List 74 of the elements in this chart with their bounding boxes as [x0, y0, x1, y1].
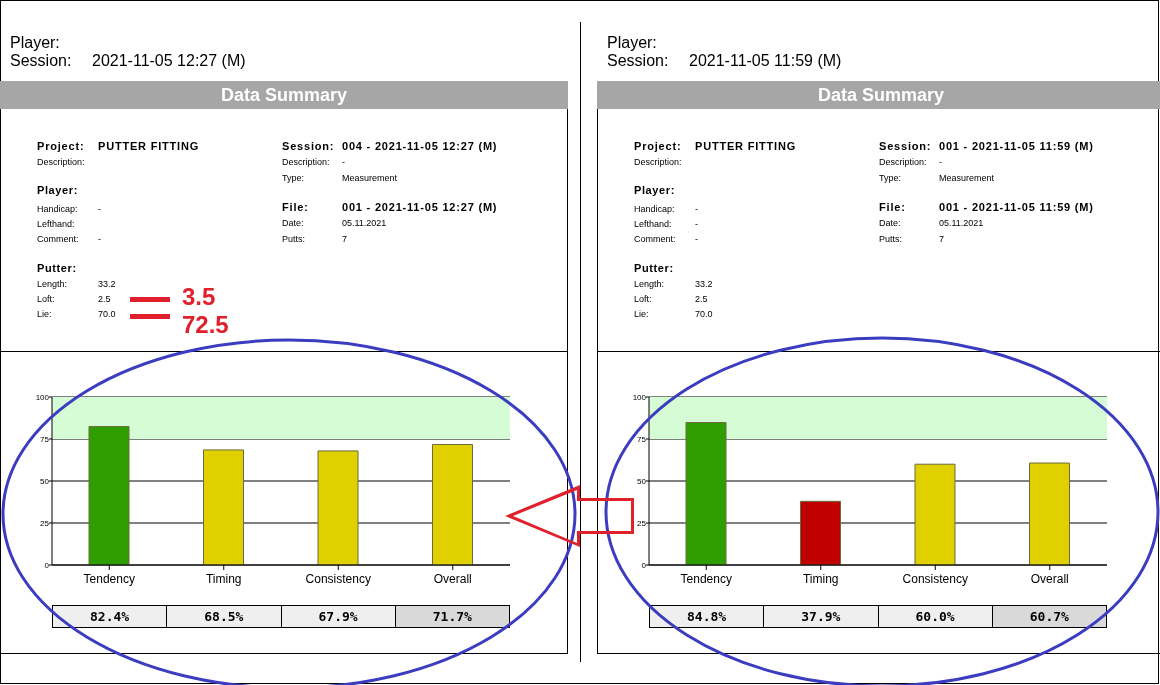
- text: Project: PUTTER FITTING: [634, 140, 797, 153]
- text: Putter:: [37, 262, 77, 276]
- y-tick-label: 75: [40, 434, 50, 444]
- y-tick-label: 25: [40, 518, 50, 528]
- bar: [317, 450, 359, 565]
- text: Putts: 7: [879, 234, 945, 245]
- data-label: 68.5%: [166, 606, 281, 627]
- text: File: 001 - 2021-11-05 11:59 (M): [879, 201, 1094, 214]
- text: Length: 33.2: [634, 279, 713, 290]
- x-tick-label: Timing: [802, 571, 839, 586]
- text: Player:: [634, 184, 675, 198]
- data-label: 37.9%: [763, 606, 878, 627]
- text: Player:: [607, 33, 657, 53]
- data-label: 60.0%: [877, 606, 992, 627]
- x-tick-label: Timing: [205, 571, 242, 586]
- text: Comment: -: [37, 234, 101, 245]
- text: Putter:: [634, 262, 674, 276]
- y-tick-label: 0: [641, 560, 647, 570]
- bar: [432, 444, 473, 565]
- text: Data Summary: [597, 81, 1160, 109]
- y-tick-label: 25: [637, 518, 647, 528]
- y-tick-label: 100: [35, 392, 50, 402]
- text: Length: 33.2: [37, 279, 116, 290]
- text: 72.5: [182, 311, 229, 340]
- text: Type: Measurement: [879, 173, 995, 184]
- text: Description:: [634, 157, 682, 169]
- text: Description: -: [282, 157, 345, 168]
- text: Date: 05.11.2021: [879, 218, 984, 229]
- text: Player:: [10, 33, 60, 53]
- y-tick-label: 0: [44, 560, 50, 570]
- text: Type: Measurement: [282, 173, 398, 184]
- text: Lefthand:: [37, 219, 75, 231]
- text: Description: -: [879, 157, 942, 168]
- text: Comment: -: [634, 234, 698, 245]
- data-label: 82.4%: [53, 606, 167, 627]
- y-tick-label: 100: [632, 392, 647, 402]
- text: Data Summary: [0, 81, 568, 109]
- x-tick-label: Overall: [433, 571, 472, 586]
- data-label: 71.7%: [394, 606, 509, 627]
- y-tick-label: 75: [637, 434, 647, 444]
- x-tick-label: Consistency: [305, 571, 371, 586]
- text: 3.5: [182, 283, 216, 312]
- text: Session: 2021-11-05 12:27 (M): [10, 52, 246, 70]
- x-tick-label: Consistency: [902, 571, 968, 586]
- data-label: 84.8%: [650, 606, 764, 627]
- text: Putts: 7: [282, 234, 348, 245]
- text: Lie: 70.0: [37, 309, 116, 320]
- text: File: 001 - 2021-11-05 12:27 (M): [282, 201, 498, 214]
- text: Handicap: -: [634, 204, 698, 215]
- text: Session: 004 - 2021-11-05 12:27 (M): [282, 140, 498, 154]
- x-tick-label: Tendency: [83, 571, 135, 586]
- text: Description:: [37, 157, 85, 169]
- bar: [914, 463, 956, 565]
- text: Loft: 2.5: [37, 294, 111, 305]
- x-tick-label: Tendency: [680, 571, 732, 586]
- text: Lefthand: -: [634, 219, 698, 230]
- text: Player:: [37, 184, 78, 198]
- text: Handicap: -: [37, 204, 101, 215]
- text: Project: PUTTER FITTING: [37, 140, 200, 153]
- bar: [685, 422, 727, 565]
- x-tick-label: Overall: [1030, 571, 1069, 586]
- text: Session: 001 - 2021-11-05 11:59 (M): [879, 140, 1094, 154]
- y-tick-label: 50: [637, 476, 647, 486]
- text: Session: 2021-11-05 11:59 (M): [607, 52, 842, 70]
- data-label: 60.7%: [991, 606, 1106, 627]
- bar: [800, 500, 841, 565]
- bar: [88, 426, 130, 565]
- bar: [203, 449, 244, 565]
- bar: [1029, 462, 1070, 565]
- text: Lie: 70.0: [634, 309, 713, 320]
- data-label: 67.9%: [280, 606, 395, 627]
- text: Date: 05.11.2021: [282, 218, 387, 229]
- text: Loft: 2.5: [634, 294, 708, 305]
- y-tick-label: 50: [40, 476, 50, 486]
